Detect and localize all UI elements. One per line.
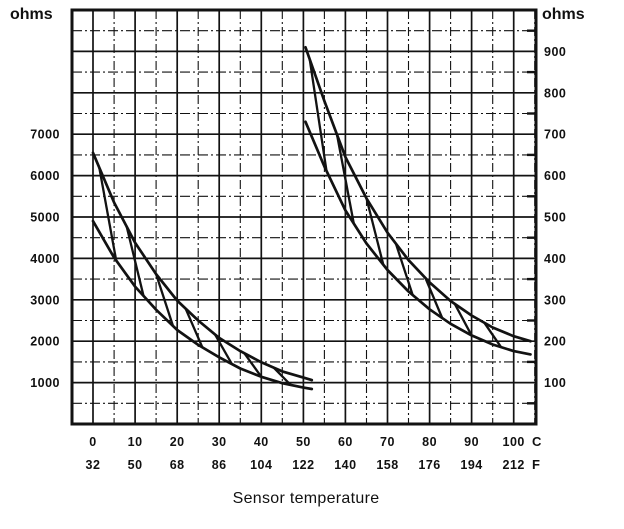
x-tick-label-fahrenheit: 32 <box>86 458 101 472</box>
hatch-mark <box>308 59 328 172</box>
y-tick-label-right: 300 <box>544 293 566 307</box>
y-tick-label-left: 7000 <box>30 128 60 142</box>
plot-border <box>70 8 538 426</box>
x-tick-label-fahrenheit: 68 <box>170 458 185 472</box>
y-tick-label-right: 700 <box>544 128 566 142</box>
celsius-unit-letter: C <box>532 434 542 449</box>
hatch-mark <box>125 226 145 297</box>
y-tick-label-right: 400 <box>544 252 566 266</box>
hatch-mark <box>155 273 175 327</box>
y-tick-label-right: 200 <box>544 335 566 349</box>
x-tick-label-celsius: 0 <box>89 435 96 449</box>
y-tick-label-right: 800 <box>544 86 566 100</box>
hatch-mark <box>394 243 414 296</box>
tolerance-bands <box>91 45 532 391</box>
x-tick-label-celsius: 100 <box>503 435 525 449</box>
x-tick-label-celsius: 80 <box>422 435 437 449</box>
hatch-mark <box>243 352 263 378</box>
hatch-mark <box>273 366 292 386</box>
y-axis-labels-left: 7000 6000 5000 4000 3000 2000 1000 <box>30 128 60 390</box>
x-axis-labels-fahrenheit: 32 50 68 86 104 122 140 158 176 194 212 <box>86 458 525 472</box>
x-tick-label-celsius: 50 <box>296 435 311 449</box>
x-tick-label-celsius: 10 <box>128 435 143 449</box>
hatch-mark <box>214 333 233 365</box>
y-tick-label-left: 4000 <box>30 252 60 266</box>
curve-band-50-100C-upper <box>304 45 532 343</box>
hatch-mark <box>184 308 204 348</box>
x-tick-label-fahrenheit: 50 <box>128 458 143 472</box>
y-tick-label-left: 1000 <box>30 376 60 390</box>
x-tick-label-fahrenheit: 140 <box>334 458 356 472</box>
curve-band-0-50C-lower <box>91 219 314 391</box>
curve-band-0-50C-upper <box>91 151 314 382</box>
y-tick-label-right: 100 <box>544 376 566 390</box>
hatch-mark <box>98 167 118 261</box>
y-tick-label-left: 6000 <box>30 169 60 183</box>
curve-band-50-100C-lower <box>304 120 532 356</box>
hatch-mark <box>335 134 355 224</box>
x-tick-label-fahrenheit: 122 <box>292 458 314 472</box>
x-tick-label-celsius: 70 <box>380 435 395 449</box>
y-tick-label-right: 600 <box>544 169 566 183</box>
y-tick-label-left: 2000 <box>30 335 60 349</box>
x-tick-label-celsius: 30 <box>212 435 227 449</box>
x-tick-label-fahrenheit: 86 <box>212 458 227 472</box>
x-tick-label-celsius: 90 <box>464 435 479 449</box>
plot-border-rect <box>70 8 538 426</box>
hatch-mark <box>453 303 473 336</box>
y-tick-label-right: 500 <box>544 211 566 225</box>
x-tick-label-fahrenheit: 212 <box>503 458 525 472</box>
x-tick-label-celsius: 40 <box>254 435 269 449</box>
x-tick-label-fahrenheit: 158 <box>376 458 398 472</box>
x-tick-label-fahrenheit: 104 <box>250 458 272 472</box>
hatch-mark <box>365 198 385 265</box>
hatch-mark <box>424 277 444 319</box>
x-tick-label-celsius: 60 <box>338 435 353 449</box>
x-axis-title: Sensor temperature <box>233 490 380 507</box>
grid <box>71 9 536 425</box>
y-tick-label-right: 900 <box>544 45 566 59</box>
x-tick-label-celsius: 20 <box>170 435 185 449</box>
x-tick-label-fahrenheit: 176 <box>418 458 440 472</box>
x-axis-labels-celsius: 0 10 20 30 40 50 60 70 80 90 100 <box>89 435 525 449</box>
y-tick-label-left: 5000 <box>30 211 60 225</box>
y-tick-label-left: 3000 <box>30 293 60 307</box>
y-axis-labels-right: 900 800 700 600 500 400 300 200 100 <box>544 45 566 390</box>
left-axis-unit-label: ohms <box>10 6 53 23</box>
x-tick-label-fahrenheit: 194 <box>460 458 482 472</box>
right-axis-unit-label: ohms <box>542 6 585 23</box>
hatch-mark <box>483 322 503 348</box>
fahrenheit-unit-letter: F <box>532 457 540 472</box>
